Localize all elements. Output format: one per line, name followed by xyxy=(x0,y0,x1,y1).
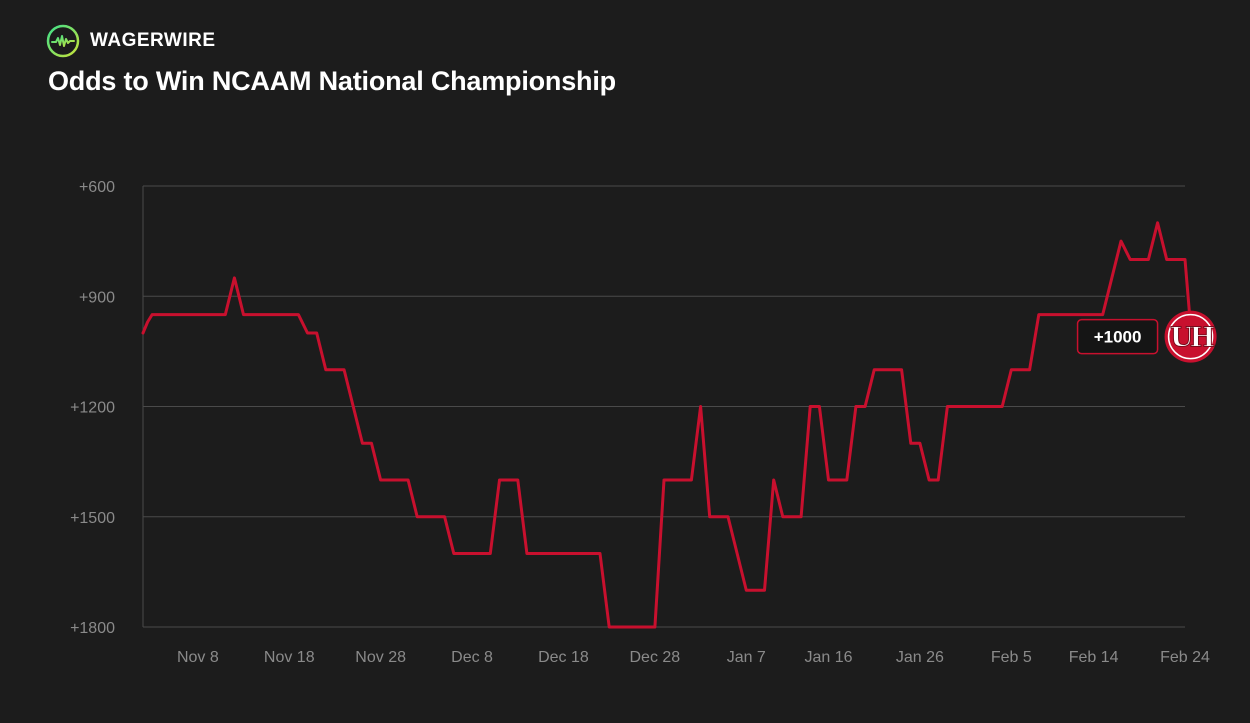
x-tick-label: Jan 26 xyxy=(896,649,944,666)
x-tick-label: Dec 28 xyxy=(630,649,681,666)
x-tick-label: Jan 16 xyxy=(805,649,853,666)
current-odds-callout: +1000 xyxy=(1076,318,1159,355)
x-tick-label: Nov 18 xyxy=(264,649,315,666)
x-tick-label: Feb 5 xyxy=(991,649,1032,666)
team-logo-inner-ring xyxy=(1167,313,1214,360)
team-logo-text: UH xyxy=(1170,323,1215,354)
x-tick-label: Dec 18 xyxy=(538,649,589,666)
y-tick-label: +1200 xyxy=(70,400,115,417)
y-tick-label: +1800 xyxy=(70,620,115,637)
team-logo: UH xyxy=(1164,310,1219,363)
x-tick-label: Feb 24 xyxy=(1160,649,1210,666)
wagerwire-logo-icon xyxy=(46,24,80,58)
brand: WAGERWIRE xyxy=(46,24,216,58)
chart-title: Odds to Win NCAAM National Championship xyxy=(48,66,616,96)
x-tick-label: Dec 8 xyxy=(451,649,493,666)
callout-box xyxy=(1076,318,1159,355)
y-tick-label: +1500 xyxy=(70,510,115,527)
series-line xyxy=(141,221,1192,629)
current-odds-label: +1000 xyxy=(1094,328,1142,347)
x-tick-label: Feb 14 xyxy=(1069,649,1119,666)
y-tick-label: +600 xyxy=(79,179,115,196)
y-tick-label: +900 xyxy=(79,289,115,306)
grid xyxy=(143,185,1185,628)
x-tick-label: Jan 7 xyxy=(727,649,766,666)
x-tick-label: Nov 8 xyxy=(177,649,219,666)
x-axis-ticks: Nov 8 Nov 18 Nov 28 Dec 8 Dec 18 Dec 28 Jan 7 J… xyxy=(177,649,1210,666)
team-logo-circle xyxy=(1164,310,1217,363)
brand-name: WAGERWIRE xyxy=(90,30,216,51)
y-axis-ticks: +600 +900 +1200 +1500 +1800 xyxy=(70,179,115,637)
x-tick-label: Nov 28 xyxy=(355,649,406,666)
